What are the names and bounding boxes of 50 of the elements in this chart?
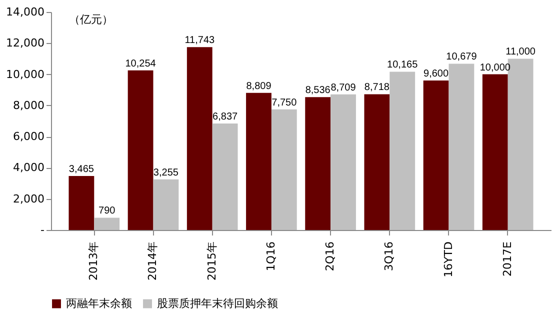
bar — [153, 179, 179, 230]
y-tick-label: 8,000 — [13, 98, 44, 112]
bar — [128, 70, 154, 230]
data-label: 11,000 — [506, 46, 536, 58]
y-tick-label: 4,000 — [13, 161, 44, 174]
x-tick-label: 16YTD — [442, 242, 455, 278]
x-tick-label: 1Q16 — [264, 242, 278, 272]
x-tick-label: 3Q16 — [382, 242, 396, 272]
bar — [482, 74, 508, 230]
y-tick-label: 10,000 — [6, 68, 44, 81]
y-tick-label: 12,000 — [6, 36, 44, 50]
bar — [448, 64, 474, 230]
x-tick-label: 2013年 — [87, 242, 100, 280]
x-tick-label: 2Q16 — [324, 242, 337, 272]
data-label: 10,254 — [125, 58, 156, 70]
data-label: 10,165 — [387, 60, 418, 71]
legend-label: 两融年末余额 — [66, 296, 132, 310]
x-tick-label: 2014年 — [146, 242, 160, 280]
annotation: （亿元） — [69, 13, 113, 26]
bar — [364, 94, 390, 230]
data-label: 10,000 — [480, 62, 511, 74]
bar — [423, 80, 449, 230]
data-label: 8,536 — [305, 85, 331, 96]
bar — [330, 94, 356, 230]
data-label: 6,837 — [212, 112, 238, 123]
legend-label: 股票质押年末待回购余额 — [157, 296, 278, 310]
bar — [390, 72, 416, 230]
x-tick-label: 2015年 — [205, 242, 218, 280]
bar — [246, 92, 272, 230]
data-label: 11,743 — [184, 35, 215, 46]
x-tick-label: 2017E — [500, 241, 514, 276]
data-label: 9,600 — [424, 68, 449, 80]
bar — [305, 97, 331, 230]
data-label: 10,679 — [446, 52, 478, 63]
y-tick-label: 2,000 — [13, 192, 44, 206]
y-tick-label: 14,000 — [6, 6, 44, 18]
data-label: 790 — [98, 206, 116, 217]
data-label: 8,718 — [364, 82, 390, 94]
bar — [271, 109, 297, 230]
data-label: 8,809 — [246, 80, 272, 92]
bar — [212, 124, 238, 230]
bar — [186, 47, 212, 230]
data-label: 3,255 — [153, 167, 179, 178]
y-tick-label: 6,000 — [13, 130, 44, 144]
bar — [94, 218, 120, 230]
data-label: 7,750 — [272, 97, 298, 108]
data-label: 8,709 — [330, 82, 356, 94]
bar — [68, 176, 94, 230]
data-label: 3,465 — [68, 164, 94, 176]
y-tick-label: - — [40, 224, 45, 236]
